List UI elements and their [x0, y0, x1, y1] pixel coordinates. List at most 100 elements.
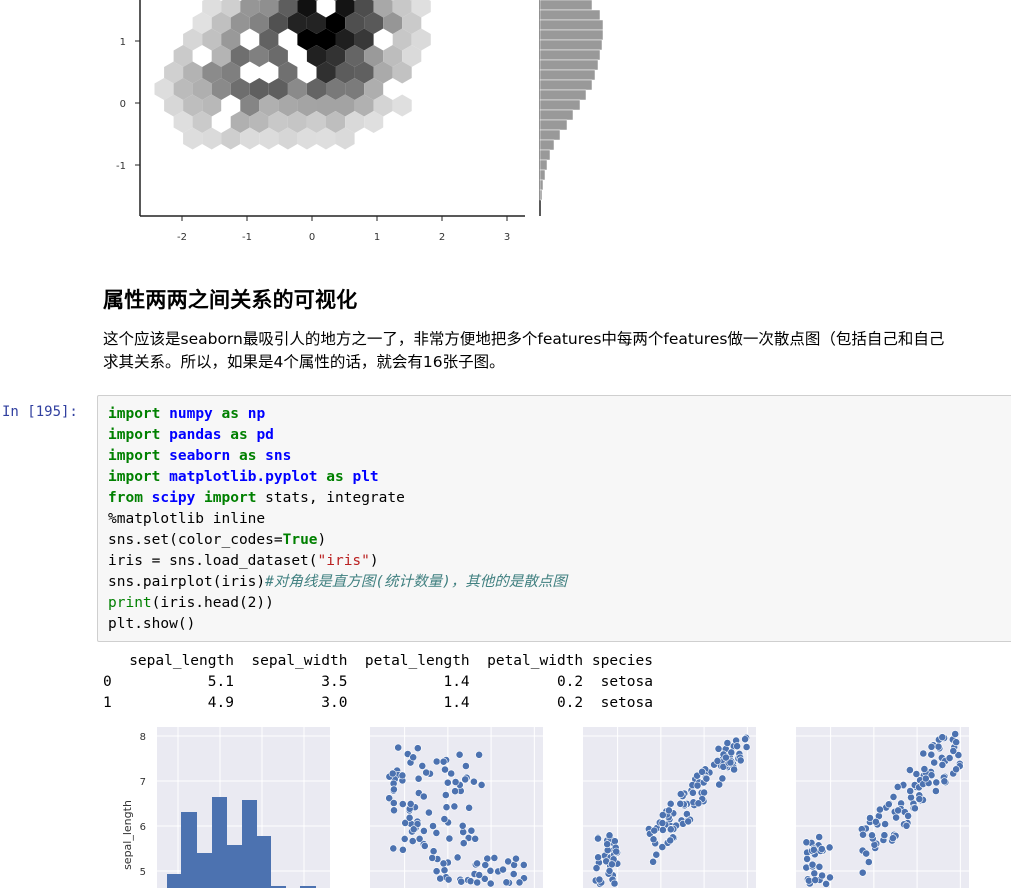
marginal-bar	[539, 49, 601, 61]
code-line: import seaborn as sns	[108, 448, 292, 464]
scatter-point	[695, 778, 704, 787]
scatter-point	[591, 876, 600, 885]
scatter-point	[684, 817, 693, 826]
scatter-point	[825, 843, 834, 852]
hexbin-cell	[402, 45, 422, 67]
scatter-point	[698, 795, 707, 803]
scatter-point	[686, 815, 694, 824]
scatter-point	[419, 827, 428, 835]
scatter-point	[903, 819, 912, 827]
scatter-point	[736, 756, 745, 765]
hexbin-cell	[411, 0, 431, 18]
scatter-point	[808, 846, 816, 855]
hexbin-cell	[335, 28, 355, 51]
hexbin-cell	[173, 111, 193, 133]
scatter-point	[889, 834, 897, 843]
histogram-bar	[212, 797, 227, 888]
scatter-point	[408, 827, 416, 836]
scatter-point	[726, 750, 734, 759]
scatter-point	[701, 771, 710, 780]
scatter-point	[726, 751, 734, 760]
hexbin-cell	[164, 94, 184, 117]
scatter-point	[390, 775, 399, 784]
scatter-point	[385, 772, 394, 781]
scatter-point	[857, 825, 866, 834]
code-line: sns.set(color_codes=True)	[108, 532, 327, 548]
scatter-point	[929, 741, 938, 750]
scatter-point	[595, 858, 603, 867]
scatter-point	[697, 788, 706, 797]
scatter-point	[445, 834, 454, 843]
scatter-point	[719, 750, 728, 759]
scatter-point	[736, 753, 744, 762]
scatter-point	[606, 862, 615, 870]
scatter-point	[865, 814, 874, 823]
scatter-point	[499, 865, 507, 874]
scatter-point	[603, 840, 612, 849]
scatter-point	[512, 854, 520, 863]
scatter-point	[519, 861, 528, 869]
hexbin-cell	[230, 12, 250, 34]
scatter-point	[480, 874, 489, 883]
scatter-point	[661, 820, 670, 829]
code-cell[interactable]: import numpy as np import pandas as pd imp…	[97, 395, 1011, 642]
histogram-bar	[257, 836, 271, 888]
scatter-point	[666, 836, 675, 845]
scatter-point	[464, 876, 472, 884]
scatter-point	[665, 806, 673, 815]
code-line: %matplotlib inline	[108, 511, 266, 527]
scatter-point	[441, 791, 450, 799]
hexbin-cell	[345, 45, 365, 67]
scatter-point	[436, 874, 445, 883]
hexbin-cell	[316, 127, 336, 150]
code-line: plt.show()	[108, 616, 196, 632]
scatter-point	[666, 825, 675, 834]
scatter-point	[405, 813, 414, 822]
scatter-point	[401, 819, 410, 827]
description-line-2: 求其关系。所以，如果是4个属性的话，就会有16张子图。	[103, 353, 505, 371]
scatter-point	[447, 769, 456, 778]
scatter-point	[899, 781, 908, 789]
scatter-point	[398, 845, 407, 854]
hexbin-cell	[295, 0, 300, 1]
hexbin-y-tick-label: -1	[116, 161, 126, 172]
scatter-point	[935, 735, 943, 744]
scatter-point	[389, 785, 398, 794]
hexbin-cell	[221, 127, 241, 150]
scatter-point	[464, 834, 473, 842]
scatter-point	[862, 824, 870, 833]
scatter-point	[879, 836, 888, 844]
scatter-point	[911, 804, 919, 813]
scatter-point	[872, 839, 881, 848]
hexbin-cell	[268, 111, 288, 133]
scatter-point	[610, 879, 619, 888]
hexbin-cell	[268, 78, 288, 100]
code-editor[interactable]: import numpy as np import pandas as pd imp…	[108, 404, 567, 635]
scatter-point	[385, 794, 394, 803]
hexbin-cell	[373, 94, 393, 117]
scatter-point	[666, 799, 675, 808]
scatter-point	[409, 825, 418, 834]
hexbin-cell	[211, 78, 231, 100]
scatter-point	[608, 871, 617, 880]
scatter-point	[676, 790, 685, 798]
scatter-point	[805, 878, 813, 887]
scatter-point	[652, 850, 661, 859]
hexbin-cell	[268, 45, 288, 67]
scatter-point	[940, 777, 949, 786]
scatter-point	[390, 806, 398, 815]
scatter-point	[721, 745, 730, 753]
scatter-point	[872, 817, 880, 826]
scatter-point	[667, 825, 676, 833]
scatter-point	[665, 815, 674, 824]
hexbin-cell	[306, 45, 326, 67]
scatter-point	[475, 871, 484, 879]
scatter-point	[653, 824, 661, 832]
marginal-bar	[539, 9, 601, 21]
code-line: import numpy as np	[108, 406, 266, 422]
marginal-bar	[539, 159, 548, 171]
scatter-point	[915, 795, 924, 803]
scatter-point	[724, 759, 733, 767]
hexbin-cell	[335, 127, 355, 150]
scatter-point	[602, 857, 611, 866]
